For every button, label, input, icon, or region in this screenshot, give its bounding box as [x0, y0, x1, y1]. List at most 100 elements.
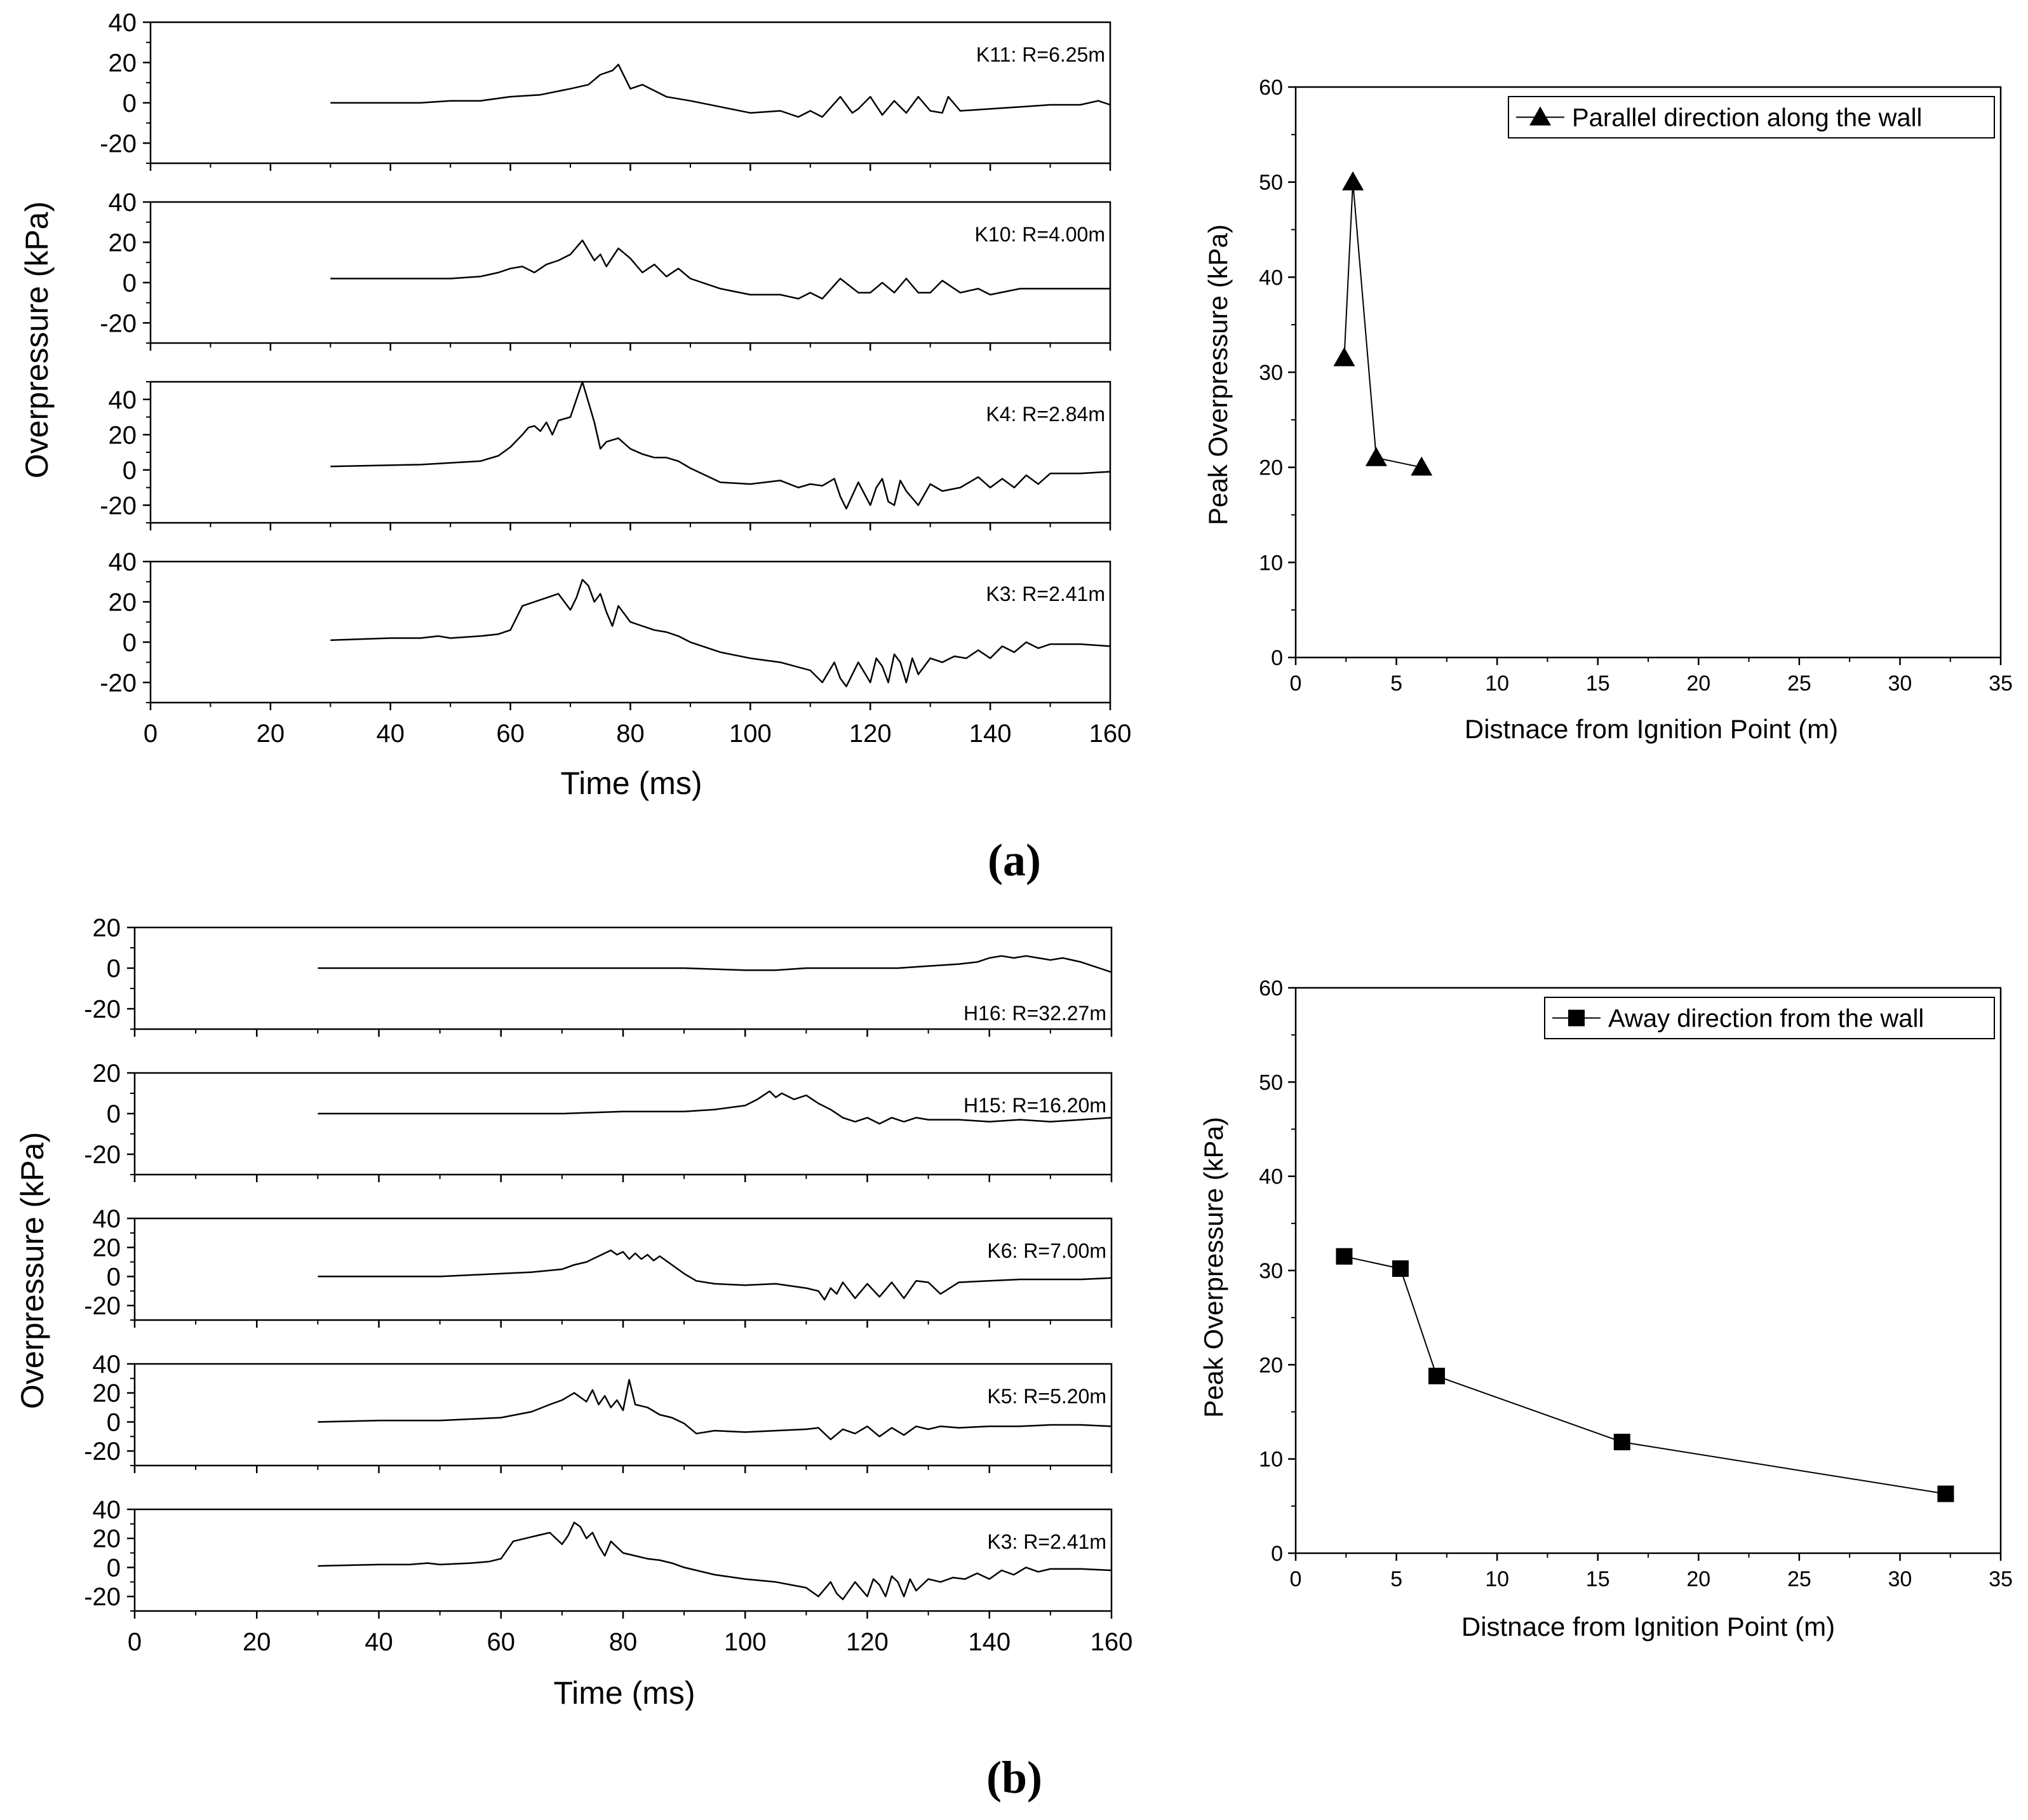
x-tick-label: 140: [969, 720, 1012, 748]
x-tick-label: 10: [1485, 671, 1509, 696]
x-tick-label: 80: [609, 1628, 638, 1656]
subplot-4: -20 0 20 40 K3: R=2.41m: [100, 548, 1111, 710]
signal-line: [318, 1521, 1112, 1600]
y-tick-label: 20: [1259, 456, 1283, 480]
legend-label: Parallel direction along the wall: [1572, 104, 1922, 132]
legend: Away direction from the wall: [1544, 997, 1995, 1039]
subplot-1: -20 0 20 40 K11: R=6.25m: [100, 9, 1111, 171]
signal-line: [318, 955, 1112, 973]
y-tick-label: -20: [84, 1583, 121, 1611]
y-tick-label: 60: [1259, 76, 1283, 100]
y-tick-label: -20: [100, 669, 137, 697]
signal-line: [318, 1090, 1112, 1125]
signal-line: [330, 64, 1111, 118]
signal-line: [330, 239, 1110, 300]
y-tick-label: 30: [1259, 361, 1283, 385]
y-tick-label: -20: [84, 995, 121, 1023]
y-tick-label: 50: [1259, 171, 1283, 195]
y-tick-label: 20: [109, 588, 137, 616]
y-axis-title-a: Overpressure (kPa): [19, 201, 55, 478]
sensor-label: K6: R=7.00m: [987, 1239, 1106, 1262]
y-tick-label: 30: [1259, 1259, 1283, 1283]
x-tick-label: 30: [1888, 1567, 1912, 1591]
y-tick-label: -20: [84, 1292, 121, 1320]
x-axis-title-a: Time (ms): [560, 765, 702, 801]
sensor-label: K10: R=4.00m: [975, 223, 1105, 246]
y-tick-label: 50: [1259, 1070, 1283, 1095]
y-tick-label: 0: [107, 1554, 121, 1582]
y-tick-label: 10: [1259, 1448, 1283, 1472]
peak-chart-a: Peak Overpressure (kPa) Distnace from Ig…: [1203, 76, 2013, 744]
panel-label-a: (a): [988, 835, 1041, 886]
y-tick-label: 40: [93, 1496, 121, 1524]
signal-line: [330, 381, 1111, 510]
signal-line: [330, 579, 1111, 687]
data-point: [1336, 1248, 1353, 1265]
data-point: [1392, 1260, 1409, 1277]
subplot-3: -20 0 20 40 K4: R=2.84m: [100, 381, 1111, 530]
panel-label-b: (b): [986, 1752, 1042, 1803]
y-tick-label: 40: [109, 9, 137, 37]
y-tick-label: -20: [100, 492, 137, 520]
x-tick-label: 0: [1290, 671, 1302, 696]
data-point: [1342, 171, 1364, 191]
legend-label: Away direction from the wall: [1608, 1005, 1924, 1033]
y-tick-label: 0: [123, 629, 137, 657]
data-point: [1333, 347, 1355, 367]
x-tick-label: 0: [1290, 1567, 1302, 1591]
x-tick-label: 35: [1989, 1567, 2013, 1591]
x-tick-label: 160: [1091, 1628, 1133, 1656]
panel-b: Overpressure (kPa) Time (ms) -20020H16: …: [15, 914, 2013, 1803]
x-tick-label: 140: [968, 1628, 1011, 1656]
y-axis-title-b: Overpressure (kPa): [15, 1132, 50, 1409]
y-tick-label: 0: [107, 955, 121, 983]
y-tick-label: 0: [123, 90, 137, 118]
x-tick-label: 15: [1586, 671, 1610, 696]
y-tick-label: 0: [1271, 1542, 1283, 1566]
sensor-label: K5: R=5.20m: [987, 1385, 1106, 1408]
panel-a: Overpressure (kPa) Time (ms) -2002040K11…: [19, 9, 2013, 886]
signal-line: [318, 1250, 1112, 1301]
y-tick-label: 20: [93, 1380, 121, 1408]
x-tick-label: 80: [616, 720, 645, 748]
y-tick-label: -20: [84, 1141, 121, 1169]
peak-x-axis-title-a: Distnace from Ignition Point (m): [1465, 714, 1838, 744]
y-tick-label: 20: [109, 229, 137, 257]
legend-marker: [1568, 1009, 1585, 1027]
sensor-label: H15: R=16.20m: [964, 1094, 1106, 1117]
x-tick-label: 30: [1888, 671, 1912, 696]
x-tick-label: 120: [846, 1628, 889, 1656]
y-tick-label: 20: [93, 914, 121, 942]
x-tick-label: 20: [257, 720, 285, 748]
data-point: [1937, 1485, 1954, 1502]
y-tick-label: 20: [109, 421, 137, 449]
y-tick-label: 40: [1259, 266, 1283, 290]
legend-box: [1544, 997, 1995, 1039]
x-tick-label: 60: [487, 1628, 516, 1656]
sensor-label: K3: R=2.41m: [987, 1530, 1106, 1553]
x-tick-label: 10: [1485, 1567, 1509, 1591]
y-tick-label: 10: [1259, 551, 1283, 575]
sensor-label: K11: R=6.25m: [976, 43, 1105, 66]
peak-y-axis-title-a: Peak Overpressure (kPa): [1203, 224, 1233, 525]
y-tick-label: 40: [109, 189, 137, 217]
y-tick-label: 20: [93, 1525, 121, 1553]
sensor-label: K3: R=2.41m: [986, 583, 1105, 605]
x-tick-label: 20: [1686, 671, 1710, 696]
x-tick-label: 20: [1686, 1567, 1710, 1591]
x-tick-label: 0: [144, 720, 158, 748]
y-tick-label: 0: [107, 1408, 121, 1436]
subplot-1: -20 0 20 H16: R=32.27m: [84, 914, 1113, 1037]
x-tick-label: 120: [849, 720, 892, 748]
x-tick-label: 15: [1586, 1567, 1610, 1591]
y-tick-label: 20: [109, 49, 137, 77]
sensor-label: K4: R=2.84m: [986, 403, 1105, 426]
x-tick-label: 160: [1089, 720, 1132, 748]
y-tick-label: 40: [1259, 1165, 1283, 1189]
data-point: [1613, 1433, 1630, 1450]
x-tick-label: 5: [1390, 671, 1402, 696]
y-tick-label: 40: [109, 386, 137, 414]
